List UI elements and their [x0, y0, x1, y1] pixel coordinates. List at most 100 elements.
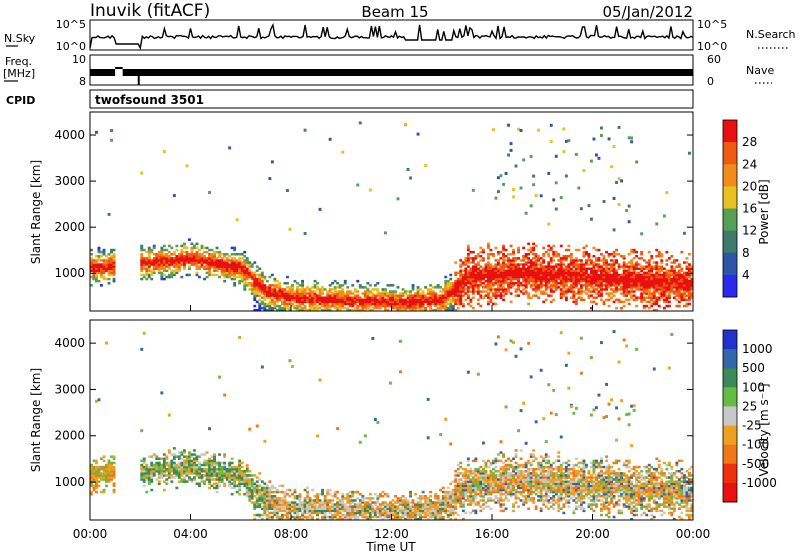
- heatmap-cell: [270, 501, 274, 504]
- heatmap-cell: [677, 300, 681, 304]
- heatmap-cell: [346, 300, 350, 304]
- cpid-label: CPID: [6, 94, 35, 107]
- heatmap-cell: [647, 277, 651, 281]
- heatmap-cell: [554, 207, 558, 211]
- heatmap-cell: [230, 265, 234, 268]
- heatmap-cell: [162, 470, 166, 473]
- heatmap-cell: [102, 459, 106, 463]
- heatmap-cell: [366, 298, 370, 302]
- heatmap-cell: [600, 253, 603, 256]
- heatmap-cell: [183, 257, 186, 260]
- heatmap-cell: [193, 246, 196, 250]
- heatmap-cell: [316, 505, 319, 508]
- heatmap-cell: [446, 503, 450, 506]
- heatmap-cell: [283, 296, 287, 299]
- heatmap-cell: [157, 463, 161, 467]
- heatmap-cell: [685, 267, 689, 270]
- heatmap-cell: [190, 253, 194, 256]
- heatmap-cell: [605, 284, 608, 287]
- heatmap-cell: [431, 513, 435, 517]
- heatmap-cell: [544, 284, 548, 287]
- heatmap-cell: [253, 488, 257, 492]
- heatmap-cell: [665, 282, 669, 285]
- heatmap-cell: [492, 277, 495, 281]
- heatmap-cell: [240, 482, 244, 485]
- heatmap-cell: [381, 300, 385, 304]
- heatmap-cell: [368, 511, 372, 515]
- heatmap-cell: [690, 265, 694, 268]
- heatmap-cell: [258, 490, 262, 494]
- heatmap-cell: [509, 269, 513, 272]
- heatmap-cell: [308, 511, 312, 515]
- heatmap-cell: [657, 279, 661, 283]
- heatmap-cell: [497, 275, 500, 279]
- heatmap-cell: [218, 259, 221, 262]
- heatmap-cell: [459, 505, 463, 508]
- heatmap-cell: [685, 282, 689, 285]
- heatmap-cell: [240, 476, 244, 479]
- heatmap-cell: [389, 298, 392, 302]
- heatmap-cell: [610, 269, 613, 272]
- heatmap-cell: [341, 296, 345, 299]
- heatmap-cell: [471, 306, 475, 310]
- heatmap-cell: [577, 275, 581, 279]
- heatmap-cell: [356, 308, 360, 312]
- heatmap-cell: [233, 267, 237, 270]
- heatmap-cell: [97, 470, 101, 473]
- heatmap-cell: [386, 511, 390, 515]
- heatmap-cell: [494, 302, 498, 306]
- heatmap-cell: [469, 273, 473, 277]
- heatmap-cell: [281, 292, 284, 295]
- heatmap-cell: [328, 511, 332, 515]
- heatmap-cell: [368, 492, 372, 496]
- heatmap-cell: [607, 286, 611, 289]
- heatmap-cell: [489, 273, 493, 277]
- heatmap-cell: [336, 286, 340, 289]
- heatmap-cell: [188, 267, 191, 270]
- colorbar-tick-label: 16: [742, 202, 757, 216]
- heatmap-cell: [416, 300, 420, 304]
- heatmap-cell: [162, 253, 166, 256]
- heatmap-cell: [323, 499, 327, 502]
- heatmap-cell: [439, 298, 443, 302]
- heatmap-cell: [389, 302, 392, 306]
- heatmap-cell: [384, 503, 387, 506]
- heatmap-cell: [461, 269, 465, 272]
- heatmap-cell: [384, 511, 387, 515]
- heatmap-cell: [230, 457, 234, 460]
- heatmap-cell: [454, 507, 458, 510]
- heatmap-cell: [446, 513, 450, 517]
- heatmap-cell: [479, 273, 483, 277]
- heatmap-cell: [630, 290, 634, 293]
- heatmap-cell: [650, 294, 654, 297]
- heatmap-cell: [630, 259, 634, 262]
- heatmap-cell: [431, 290, 435, 293]
- heatmap-cell: [190, 461, 194, 465]
- heatmap-cell: [652, 273, 656, 277]
- heatmap-cell: [492, 255, 495, 258]
- heatmap-cell: [250, 486, 254, 490]
- heatmap-cell: [250, 263, 254, 266]
- heatmap-cell: [574, 257, 578, 260]
- heatmap-cell: [190, 261, 194, 264]
- heatmap-cell: [323, 517, 327, 521]
- heatmap-cell: [248, 271, 252, 275]
- heatmap-cell: [152, 265, 156, 268]
- heatmap-cell: [494, 265, 498, 268]
- heatmap-cell: [456, 298, 460, 302]
- heatmap-cell: [281, 300, 284, 304]
- cpid-panel-frame: [89, 89, 694, 109]
- heatmap-cell: [107, 480, 111, 483]
- heatmap-cell: [595, 302, 598, 306]
- heatmap-cell: [333, 304, 337, 308]
- heatmap-cell: [492, 267, 495, 270]
- heatmap-cell: [466, 503, 470, 506]
- heatmap-cell: [351, 490, 355, 494]
- heatmap-cell: [451, 304, 455, 308]
- heatmap-cell: [278, 509, 282, 513]
- heatmap-cell: [459, 302, 463, 306]
- heatmap-cell: [193, 453, 196, 456]
- heatmap-cell: [361, 304, 365, 308]
- heatmap-cell: [167, 273, 171, 277]
- heatmap-cell: [474, 511, 478, 515]
